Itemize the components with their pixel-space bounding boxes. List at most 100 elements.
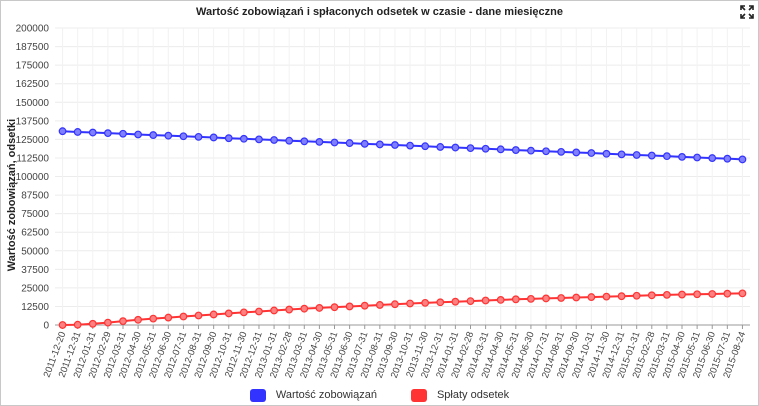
data-point[interactable]	[451, 297, 460, 306]
data-point[interactable]	[58, 127, 67, 136]
data-point[interactable]	[194, 132, 203, 141]
data-point[interactable]	[481, 144, 490, 153]
data-point[interactable]	[270, 306, 278, 315]
fullscreen-icon[interactable]	[740, 5, 754, 19]
data-point[interactable]	[134, 315, 142, 324]
data-point[interactable]	[572, 293, 581, 302]
data-point[interactable]	[179, 312, 188, 321]
data-point[interactable]	[164, 131, 173, 140]
data-point[interactable]	[421, 142, 430, 151]
data-point[interactable]	[315, 304, 324, 312]
data-point[interactable]	[511, 146, 520, 154]
series-line-1	[62, 292, 743, 326]
data-point[interactable]	[723, 289, 732, 298]
data-point[interactable]	[224, 309, 233, 318]
data-point[interactable]	[239, 134, 248, 143]
data-point[interactable]	[436, 143, 445, 151]
data-point[interactable]	[632, 151, 641, 159]
data-point[interactable]	[693, 153, 702, 162]
data-point[interactable]	[496, 296, 505, 304]
data-point[interactable]	[527, 146, 535, 155]
data-point[interactable]	[496, 145, 505, 154]
data-point[interactable]	[587, 149, 596, 157]
data-point[interactable]	[300, 137, 309, 146]
data-point[interactable]	[527, 294, 535, 303]
data-point[interactable]	[103, 318, 112, 327]
data-point[interactable]	[647, 291, 656, 300]
data-point[interactable]	[119, 317, 127, 326]
data-point[interactable]	[194, 311, 203, 320]
data-point[interactable]	[466, 144, 475, 153]
data-point[interactable]	[602, 149, 611, 158]
data-point[interactable]	[723, 154, 732, 163]
data-point[interactable]	[285, 305, 294, 314]
legend-item-liabilities[interactable]: Wartość zobowiązań	[249, 388, 377, 402]
data-point[interactable]	[511, 295, 520, 304]
data-point[interactable]	[255, 307, 263, 316]
data-point[interactable]	[224, 134, 233, 143]
data-point[interactable]	[270, 136, 278, 144]
data-point[interactable]	[360, 301, 369, 310]
data-point[interactable]	[557, 147, 566, 156]
data-point[interactable]	[360, 139, 369, 148]
data-point[interactable]	[693, 290, 702, 299]
data-point[interactable]	[663, 152, 671, 161]
data-point[interactable]	[300, 304, 309, 313]
y-tick-label: 0	[43, 321, 49, 332]
data-point[interactable]	[663, 290, 671, 299]
data-point[interactable]	[164, 313, 173, 322]
data-point[interactable]	[421, 298, 430, 307]
y-tick-label: 50000	[21, 246, 49, 257]
data-point[interactable]	[391, 300, 399, 309]
data-point[interactable]	[285, 136, 294, 145]
data-point[interactable]	[406, 141, 414, 150]
data-point[interactable]	[647, 151, 656, 160]
data-point[interactable]	[239, 308, 248, 317]
data-point[interactable]	[678, 152, 686, 161]
y-tick-label: 125000	[16, 135, 50, 146]
data-point[interactable]	[255, 135, 263, 144]
data-point[interactable]	[179, 132, 188, 141]
data-point[interactable]	[738, 155, 747, 164]
data-point[interactable]	[391, 141, 399, 149]
data-point[interactable]	[542, 147, 550, 156]
data-point[interactable]	[88, 128, 97, 137]
data-point[interactable]	[708, 154, 717, 162]
legend-item-interest[interactable]: Spłaty odsetek	[410, 388, 509, 402]
data-point[interactable]	[708, 290, 717, 298]
data-point[interactable]	[345, 139, 354, 147]
data-point[interactable]	[632, 291, 641, 300]
y-tick-label: 137500	[16, 116, 50, 127]
data-point[interactable]	[602, 292, 611, 301]
data-point[interactable]	[119, 129, 127, 138]
data-point[interactable]	[678, 290, 686, 299]
data-point[interactable]	[557, 294, 566, 302]
data-point[interactable]	[617, 150, 626, 159]
data-point[interactable]	[73, 320, 82, 329]
data-point[interactable]	[330, 138, 339, 147]
data-point[interactable]	[88, 319, 97, 328]
data-point[interactable]	[572, 148, 581, 157]
data-point[interactable]	[617, 292, 626, 301]
data-point[interactable]	[451, 143, 460, 152]
data-point[interactable]	[149, 131, 158, 139]
data-point[interactable]	[330, 303, 339, 312]
data-point[interactable]	[345, 302, 354, 311]
data-point[interactable]	[103, 129, 112, 138]
data-point[interactable]	[466, 297, 475, 305]
data-point[interactable]	[149, 314, 158, 323]
data-point[interactable]	[406, 299, 414, 308]
data-point[interactable]	[587, 293, 596, 301]
data-point[interactable]	[209, 310, 218, 319]
data-point[interactable]	[436, 298, 445, 307]
data-point[interactable]	[73, 128, 82, 136]
data-point[interactable]	[58, 321, 67, 329]
data-point[interactable]	[481, 296, 490, 305]
data-point[interactable]	[738, 289, 747, 298]
data-point[interactable]	[315, 137, 324, 146]
data-point[interactable]	[375, 140, 384, 149]
data-point[interactable]	[542, 294, 550, 303]
data-point[interactable]	[209, 133, 218, 142]
data-point[interactable]	[134, 130, 142, 139]
data-point[interactable]	[375, 301, 384, 309]
